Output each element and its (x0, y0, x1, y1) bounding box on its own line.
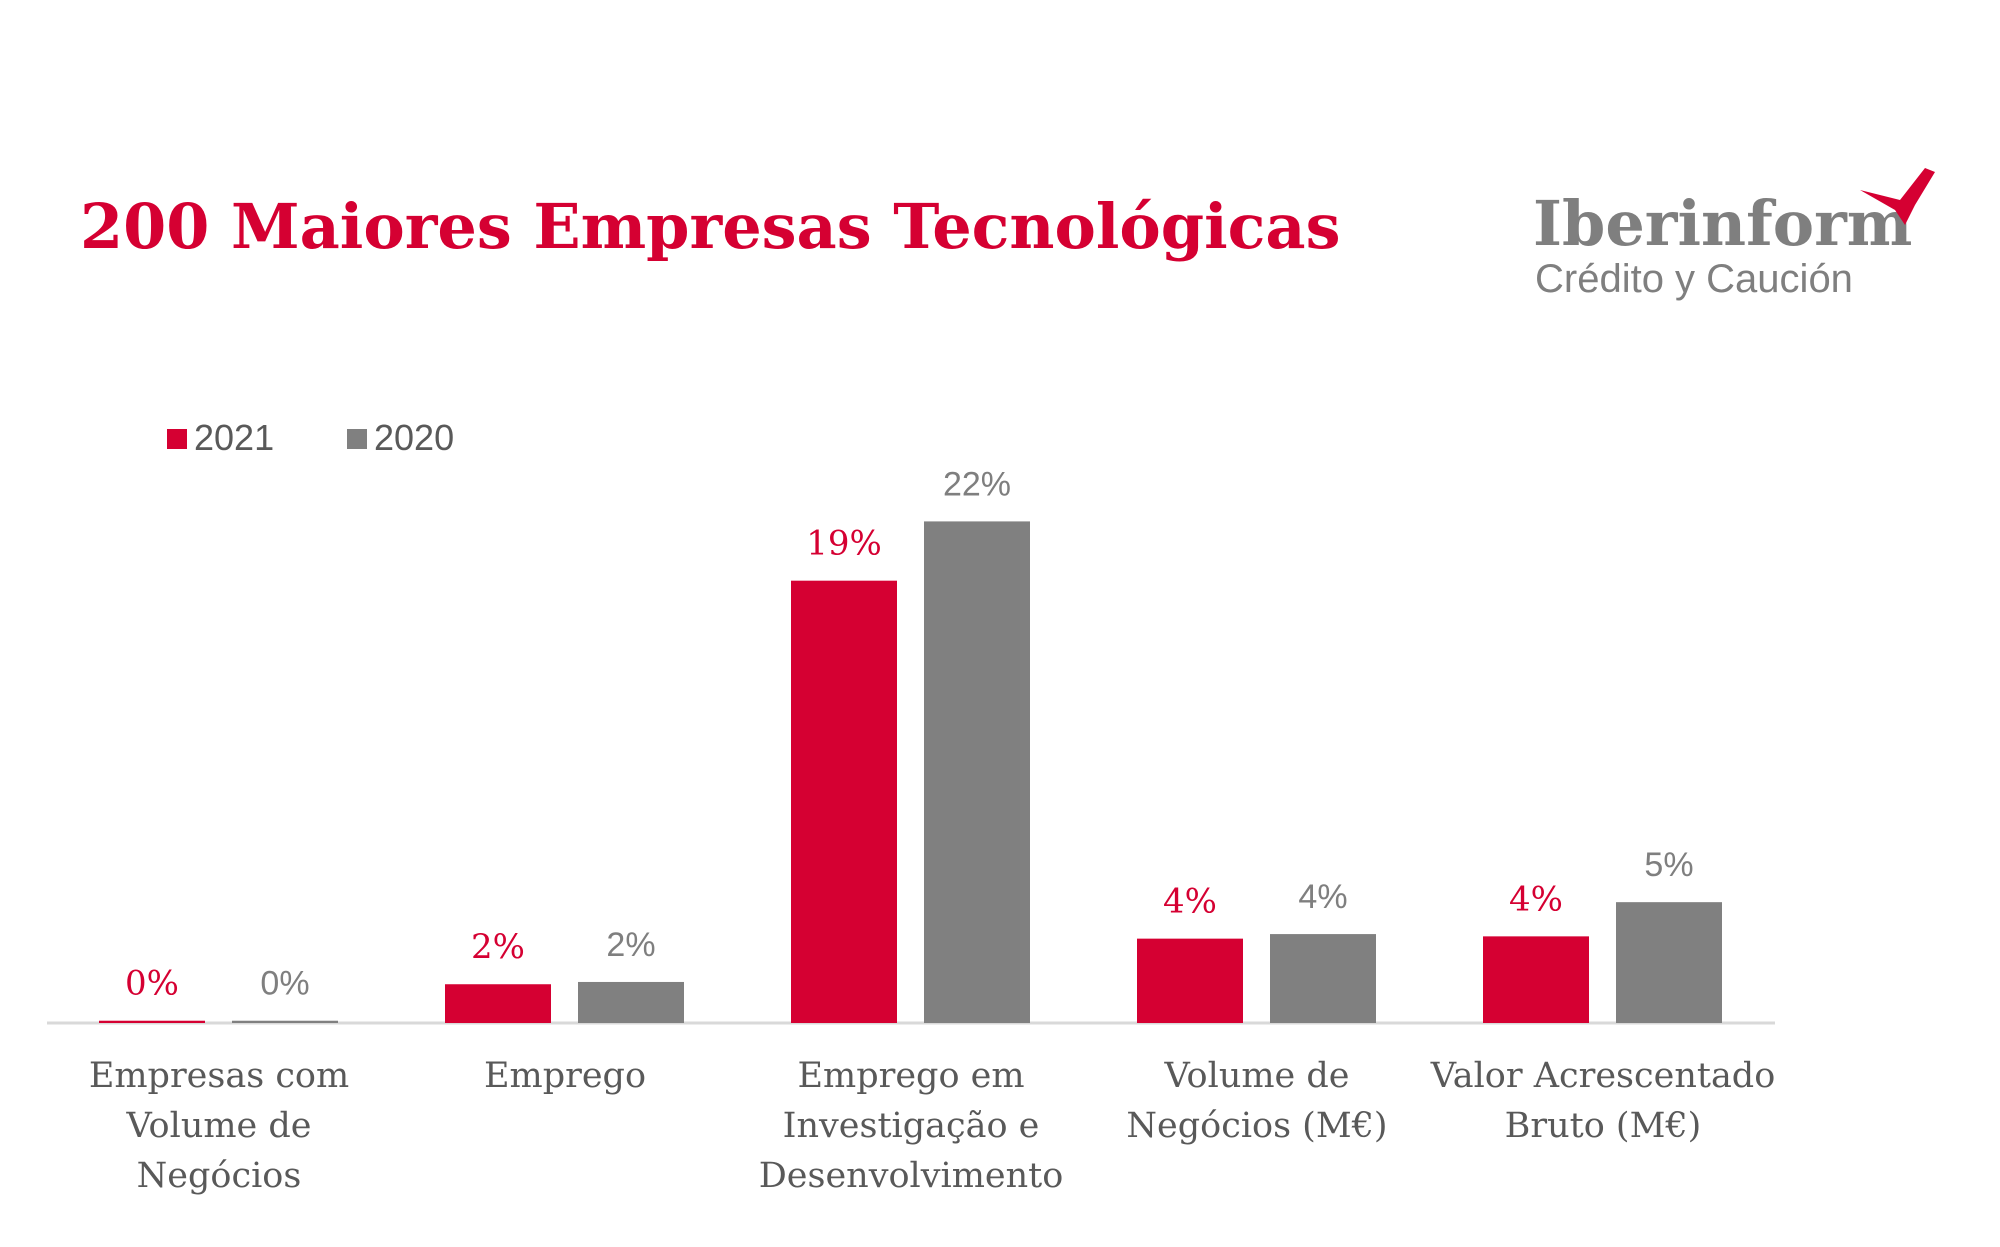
logo-tagline: Crédito y Caución (1535, 257, 1853, 301)
x-tick-label: Investigação e (783, 1106, 1040, 1146)
data-label: 22% (943, 465, 1011, 503)
logo-name: Iberinform (1533, 187, 1912, 260)
bar (99, 1020, 205, 1023)
bar (232, 1020, 338, 1023)
legend-label: 2021 (194, 417, 274, 458)
data-label: 2% (606, 926, 655, 964)
x-tick-label: Desenvolvimento (759, 1156, 1064, 1196)
bar (1137, 938, 1243, 1023)
bar (1270, 934, 1376, 1023)
data-label: 4% (1163, 882, 1217, 922)
legend-swatch (167, 429, 187, 449)
x-tick-label: Valor Acrescentado (1430, 1056, 1776, 1096)
data-label: 4% (1509, 879, 1563, 919)
data-label: 19% (806, 524, 882, 564)
bar (1483, 936, 1589, 1023)
data-label: 5% (1644, 846, 1693, 884)
x-tick-label: Emprego em (797, 1056, 1024, 1096)
x-tick-label: Empresas com (89, 1056, 349, 1096)
data-label: 0% (125, 964, 179, 1004)
x-tick-label: Volume de (125, 1106, 311, 1146)
logo-icon (1860, 168, 1935, 225)
x-tick-label: Volume de (1163, 1056, 1349, 1096)
legend-swatch (347, 429, 367, 449)
x-tick-label: Negócios (137, 1156, 302, 1196)
data-label: 4% (1298, 878, 1347, 916)
x-tick-label: Bruto (M€) (1505, 1106, 1702, 1146)
bar (1616, 902, 1722, 1023)
bar (578, 981, 684, 1023)
data-label: 0% (260, 965, 309, 1003)
bar (445, 984, 551, 1023)
bar (791, 580, 897, 1023)
bar (924, 521, 1030, 1023)
x-tick-label: Negócios (M€) (1126, 1106, 1387, 1146)
data-label: 2% (471, 927, 525, 967)
chart-title: 200 Maiores Empresas Tecnológicas (80, 190, 1341, 263)
legend-label: 2020 (374, 417, 454, 458)
x-tick-label: Emprego (484, 1056, 646, 1096)
